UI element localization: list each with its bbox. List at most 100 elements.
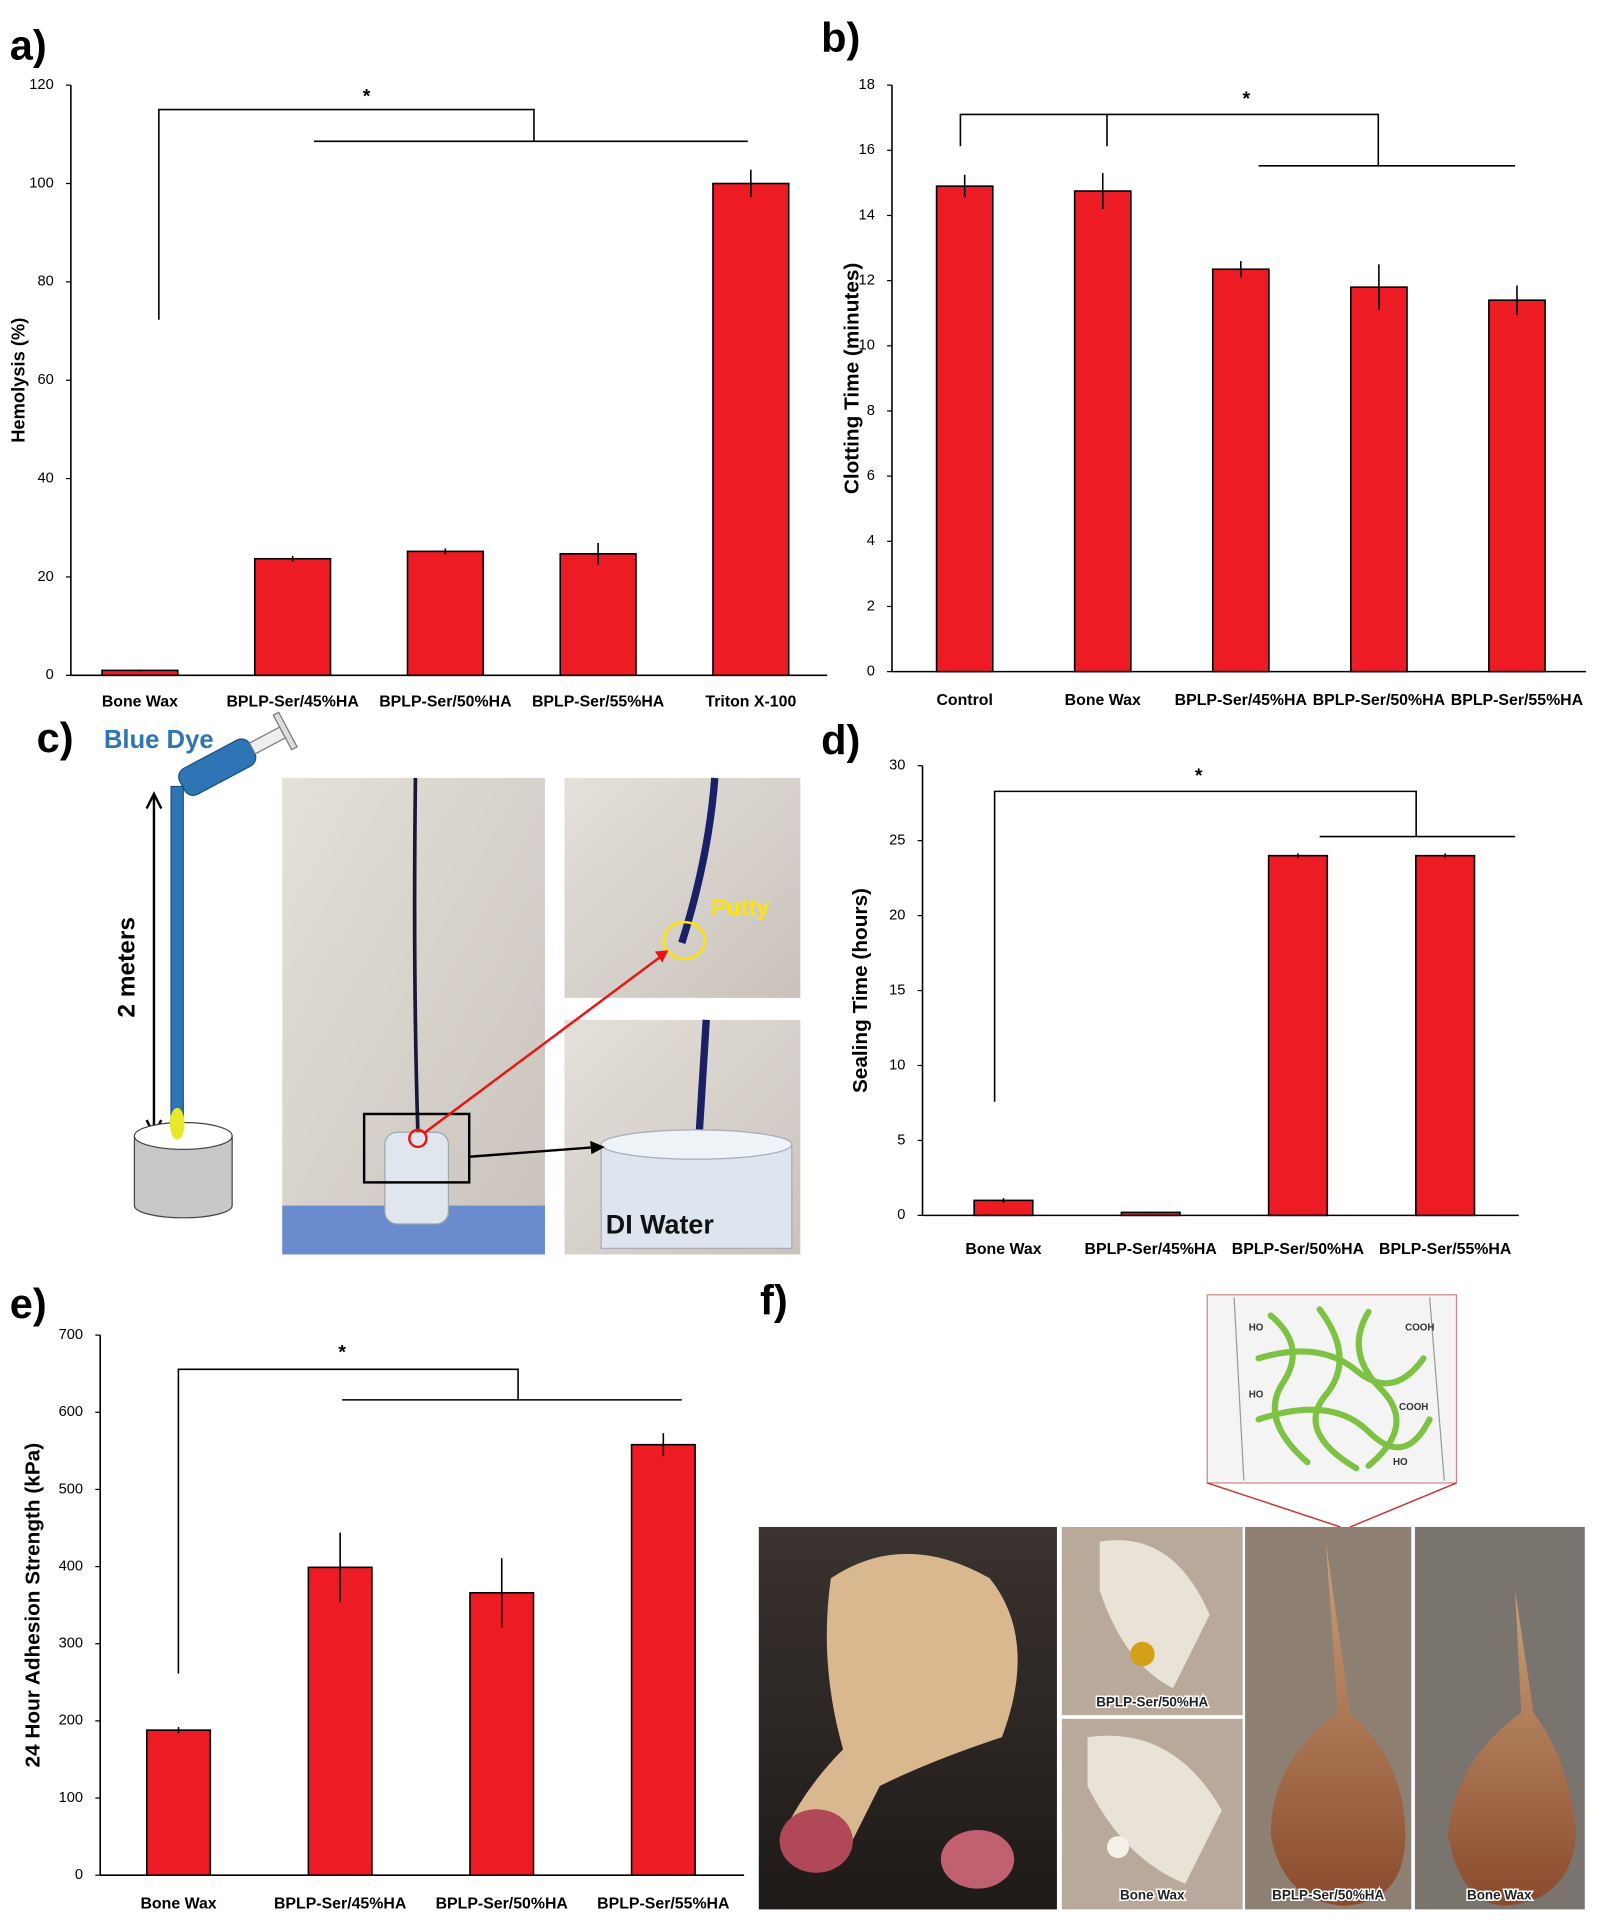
y-tick-label: 4 — [867, 533, 875, 549]
bar — [145, 1729, 212, 1876]
schematic-label: COOH — [1399, 1402, 1428, 1413]
bar — [469, 1592, 535, 1876]
bar — [1267, 854, 1329, 1217]
y-tick-label: 700 — [59, 1327, 83, 1343]
photo — [564, 777, 801, 998]
y-axis-label: Sealing Time (hours) — [849, 888, 872, 1093]
x-tick-label: Bone Wax — [965, 1241, 1041, 1258]
y-tick-label: 8 — [867, 403, 875, 419]
bar — [1349, 286, 1408, 673]
y-tick-label: 30 — [889, 758, 905, 774]
photo-label: Bone Wax — [1120, 1888, 1185, 1903]
y-tick-label: 0 — [75, 1867, 83, 1883]
y-tick-label: 10 — [859, 338, 875, 354]
y-tick-label: 15 — [889, 982, 905, 998]
y-tick-label: 0 — [867, 664, 875, 680]
x-tick-label: BPLP-Ser/45%HA — [1085, 1241, 1218, 1258]
bar — [253, 557, 332, 677]
y-tick-label: 25 — [889, 833, 905, 849]
x-tick-label: Triton X-100 — [705, 693, 796, 710]
x-tick-label: BPLP-Ser/50%HA — [1313, 692, 1446, 709]
panel-label: f) — [760, 1276, 788, 1323]
y-tick-label: 100 — [29, 175, 53, 191]
panel-f: f) HO COOH HO COOH HO BPLP-Ser/50%HA Bone Wa… — [758, 1276, 1585, 1910]
dye-label: Blue Dye — [104, 726, 214, 754]
annotation: * — [1243, 88, 1251, 110]
annotation: * — [1195, 765, 1203, 787]
y-tick-label: 400 — [59, 1558, 83, 1574]
y-tick-label: 10 — [889, 1057, 905, 1073]
y-tick-label: 18 — [859, 77, 875, 93]
y-tick-label: 60 — [37, 372, 53, 388]
y-tick-label: 300 — [59, 1636, 83, 1652]
chart: b) Clotting Time (minutes) * 0 2 4 6 8 10 12 14 16 1… — [821, 14, 1587, 709]
chart: d) Sealing Time (hours) * 0 5 10 15 20 25 30 Bone … — [821, 717, 1519, 1258]
x-tick-label: Bone Wax — [140, 1896, 216, 1913]
y-tick-label: 600 — [59, 1404, 83, 1420]
x-tick-label: BPLP-Ser/45%HA — [226, 693, 359, 710]
y-axis-label: Hemolysis (%) — [7, 318, 28, 443]
x-tick-label: BPLP-Ser/55%HA — [1451, 692, 1584, 709]
y-tick-label: 0 — [46, 667, 54, 683]
y-tick-label: 100 — [59, 1790, 83, 1806]
bracket — [158, 108, 748, 320]
x-tick-label: BPLP-Ser/45%HA — [1175, 692, 1308, 709]
photo-label: BPLP-Ser/50%HA — [1272, 1888, 1384, 1903]
putty-blob — [169, 1107, 185, 1140]
putty-label: Putty — [711, 894, 769, 920]
y-axis-label: 24 Hour Adhesion Strength (kPa) — [22, 1443, 45, 1768]
height-label: 2 meters — [114, 917, 141, 1017]
x-tick-label: BPLP-Ser/50%HA — [379, 693, 512, 710]
bracket — [959, 113, 1516, 167]
panel-label: c) — [37, 714, 74, 761]
bar — [1211, 268, 1270, 673]
y-tick-label: 0 — [897, 1207, 905, 1223]
bar — [973, 1199, 1034, 1217]
annotation: * — [363, 86, 371, 108]
tube — [170, 785, 184, 1136]
x-tick-label: Bone Wax — [102, 693, 178, 710]
x-tick-label: Bone Wax — [1065, 692, 1141, 709]
syringe — [178, 711, 298, 796]
x-tick-label: Control — [936, 692, 992, 709]
bar — [1073, 190, 1132, 673]
bar — [935, 185, 994, 673]
brackets — [158, 108, 1516, 1674]
photo-label: BPLP-Ser/50%HA — [1096, 1694, 1208, 1709]
x-tick-label: BPLP-Ser/45%HA — [274, 1896, 407, 1913]
panel-c: c) Blue Dye 2 meters Putty DI Water — [37, 711, 801, 1255]
bar — [307, 1566, 373, 1876]
x-tick-label: BPLP-Ser/55%HA — [597, 1896, 730, 1913]
y-tick-label: 14 — [859, 207, 875, 223]
panel-label: d) — [821, 717, 860, 764]
x-tick-label: BPLP-Ser/55%HA — [532, 693, 665, 710]
bar — [559, 553, 637, 677]
y-tick-label: 20 — [889, 907, 905, 923]
schematic-label: COOH — [1405, 1322, 1434, 1333]
y-tick-label: 20 — [37, 569, 53, 585]
y-tick-label: 16 — [859, 142, 875, 158]
x-tick-label: BPLP-Ser/50%HA — [1232, 1241, 1365, 1258]
schematic-label: HO — [1249, 1390, 1264, 1401]
panel-label: e) — [10, 1280, 47, 1327]
y-axis-label: Clotting Time (minutes) — [840, 263, 863, 494]
schematic-label: HO — [1249, 1322, 1264, 1333]
y-tick-label: 200 — [59, 1713, 83, 1729]
bar — [406, 550, 485, 677]
chart: a) Hemolysis (%) * 0 20 40 60 80 100 120 Bone Wax B… — [7, 21, 828, 710]
bar — [1415, 854, 1476, 1217]
x-tick-label: BPLP-Ser/55%HA — [1379, 1241, 1512, 1258]
x-tick-label: BPLP-Ser/50%HA — [436, 1896, 569, 1913]
photo-label: Bone Wax — [1467, 1888, 1532, 1903]
schematic-label: HO — [1393, 1457, 1408, 1468]
y-tick-label: 12 — [859, 273, 875, 289]
bar — [712, 182, 790, 677]
annotation: * — [338, 1342, 346, 1364]
y-tick-label: 5 — [897, 1132, 905, 1148]
bracket — [993, 790, 1516, 1102]
bar — [1488, 299, 1546, 673]
water-label: DI Water — [606, 1209, 715, 1239]
bar — [630, 1443, 696, 1876]
